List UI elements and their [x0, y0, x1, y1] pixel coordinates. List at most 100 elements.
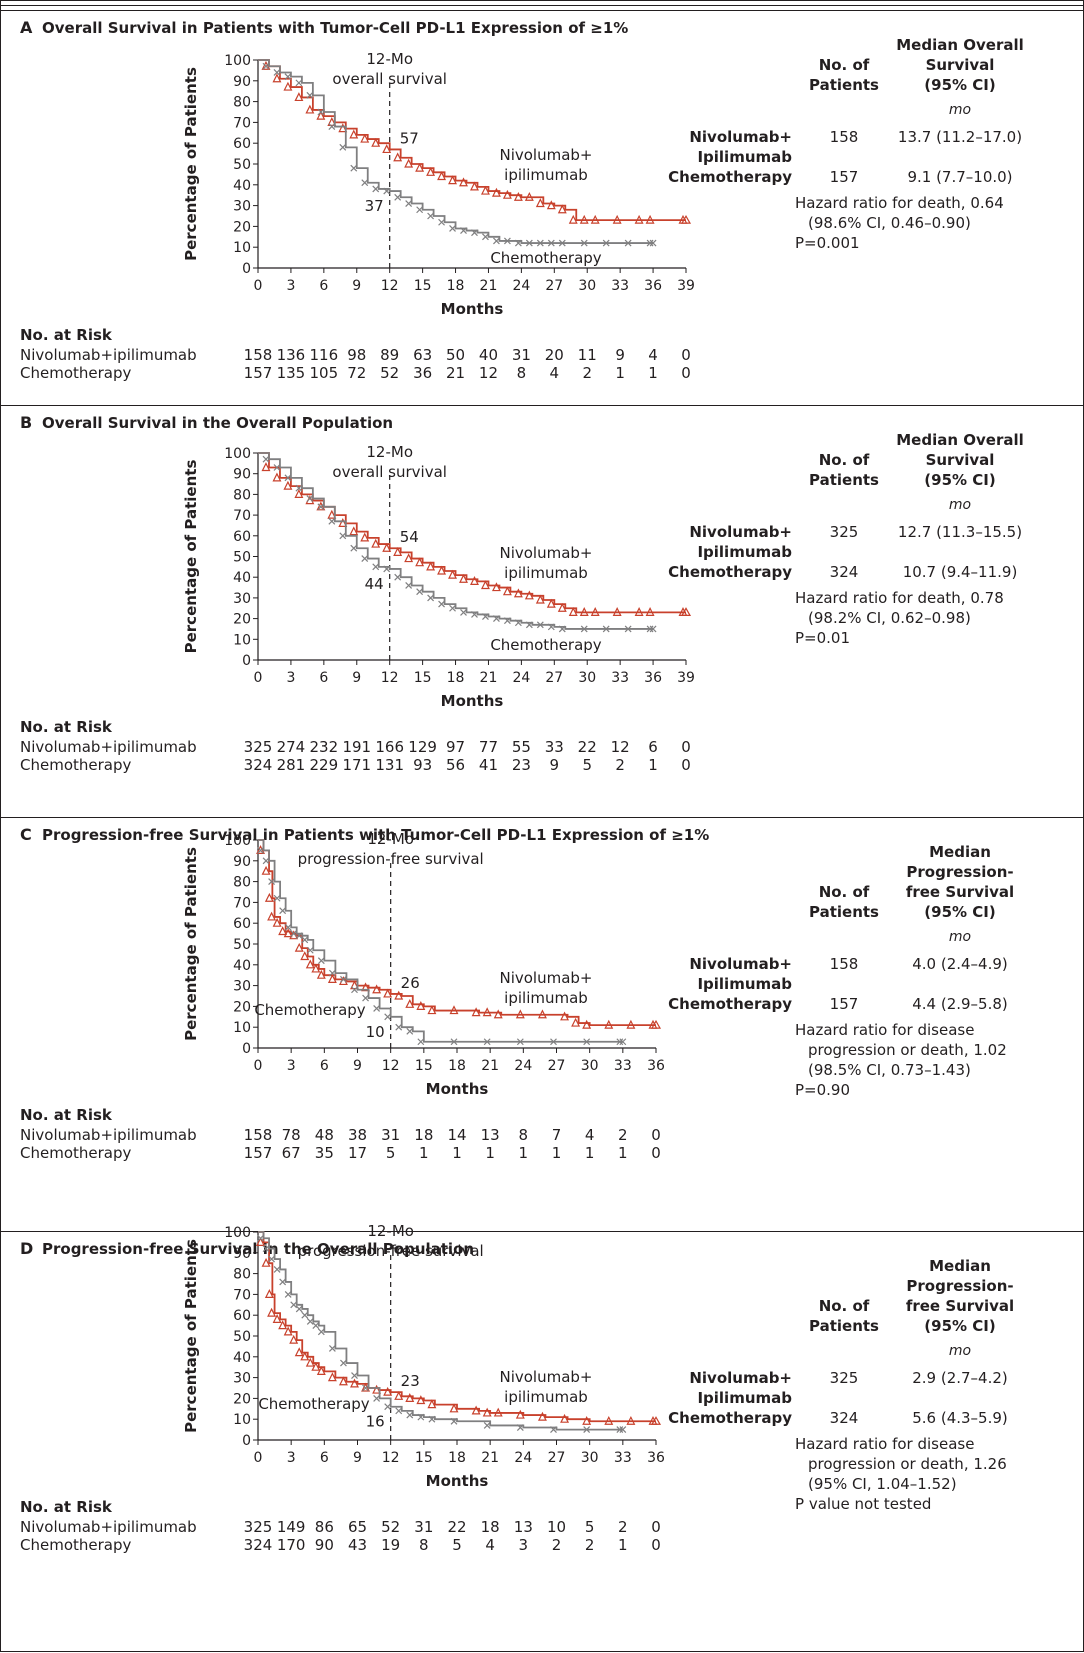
censor-mark-triangle	[568, 214, 578, 224]
chemo-curve	[258, 59, 654, 244]
x-tick-label: 12	[381, 278, 399, 294]
arm-n: 325	[830, 1369, 859, 1387]
censor-mark-x	[417, 1038, 425, 1046]
twelve-month-value-nivolumab: 23	[401, 1372, 420, 1390]
x-tick-label: 24	[512, 670, 530, 686]
censor-mark-x	[279, 907, 287, 915]
censor-mark-triangle	[535, 594, 545, 604]
twelve-month-label: 12-Mo	[366, 443, 413, 461]
censor-mark-triangle	[360, 133, 370, 143]
risk-value-chemo: 93	[413, 756, 432, 774]
censor-mark-triangle	[272, 73, 282, 83]
y-tick-label: 80	[233, 95, 251, 111]
censor-mark-x	[284, 474, 292, 482]
censor-mark-triangle	[382, 542, 392, 552]
censor-mark-triangle	[350, 1378, 359, 1388]
censor-mark-triangle	[383, 1386, 393, 1396]
censor-mark-triangle	[415, 557, 425, 567]
risk-value-chemo: 1	[585, 1144, 595, 1162]
risk-label-nivolumab: Nivolumab+ipilimumab	[20, 346, 197, 364]
censor-mark-triangle	[634, 214, 644, 224]
risk-value-chemo: 170	[277, 1536, 306, 1554]
arm-median: 10.7 (9.4–11.9)	[903, 563, 1018, 581]
risk-value-nivolumab: 31	[414, 1518, 433, 1536]
risk-label-nivolumab: Nivolumab+ipilimumab	[20, 1518, 197, 1536]
x-tick-label: 36	[644, 278, 662, 294]
chemo-curve	[258, 1231, 623, 1431]
patients-header-2: Patients	[809, 903, 879, 921]
risk-value-chemo: 324	[244, 756, 273, 774]
median-header: (95% CI)	[924, 471, 995, 489]
risk-value-chemo: 21	[446, 364, 465, 382]
censor-mark-triangle	[278, 926, 288, 936]
y-tick-label: 10	[233, 1412, 251, 1428]
censor-mark-triangle	[470, 575, 479, 585]
censor-mark-x	[262, 857, 270, 865]
censor-mark-triangle	[316, 110, 326, 120]
x-tick-label: 3	[287, 1450, 296, 1466]
risk-value-nivolumab: 78	[282, 1126, 301, 1144]
arm-n: 158	[830, 955, 859, 973]
risk-value-nivolumab: 7	[552, 1126, 562, 1144]
median-header: (95% CI)	[924, 1317, 995, 1335]
y-tick-label: 10	[233, 1020, 251, 1036]
y-tick-label: 40	[233, 958, 251, 974]
censor-mark-x	[503, 237, 511, 245]
risk-value-nivolumab: 10	[547, 1518, 566, 1536]
risk-value-nivolumab: 2	[618, 1126, 628, 1144]
x-tick-label: 18	[447, 278, 465, 294]
x-tick-label: 6	[319, 670, 328, 686]
censor-mark-x	[373, 1005, 381, 1012]
censor-mark-x	[372, 563, 380, 571]
end-mark	[650, 1416, 662, 1425]
censor-mark-x	[580, 239, 588, 247]
risk-value-chemo: 1	[648, 756, 658, 774]
censor-mark-x	[295, 1305, 303, 1313]
panel-title: Overall Survival in the Overall Populati…	[42, 414, 393, 432]
censor-mark-triangle	[316, 1366, 326, 1375]
risk-value-nivolumab: 98	[347, 346, 366, 364]
risk-value-chemo: 9	[550, 756, 560, 774]
twelve-month-value-nivolumab: 54	[400, 528, 419, 546]
y-tick-label: 100	[224, 446, 251, 462]
y-axis-title: Percentage of Patients	[182, 460, 200, 654]
panel-d: D Progression-free Survival in the Overal…	[20, 1222, 1014, 1554]
y-tick-label: 100	[224, 53, 251, 69]
twelve-month-value-nivolumab: 57	[400, 129, 419, 147]
arm-name: Nivolumab+	[689, 523, 792, 541]
censor-mark-x	[624, 239, 632, 247]
x-axis-title: Months	[441, 300, 504, 318]
twelve-month-label-2: progression-free survival	[298, 850, 484, 868]
x-axis-title: Months	[426, 1080, 489, 1098]
censor-mark-triangle	[480, 185, 490, 195]
censor-mark-x	[362, 1384, 369, 1392]
x-tick-label: 12	[381, 670, 399, 686]
x-axis-title: Months	[426, 1472, 489, 1490]
censor-mark-triangle	[427, 1399, 437, 1409]
curve-label-nivolumab: Nivolumab+	[499, 969, 592, 987]
censor-mark-triangle	[383, 988, 393, 998]
risk-value-nivolumab: 5	[585, 1518, 595, 1536]
censor-mark-triangle	[546, 200, 556, 210]
x-tick-label: 30	[578, 670, 596, 686]
x-tick-label: 27	[548, 1450, 566, 1466]
risk-value-nivolumab: 31	[381, 1126, 400, 1144]
patients-header-2: Patients	[809, 76, 879, 94]
x-tick-label: 24	[512, 278, 530, 294]
stats-line: Hazard ratio for death, 0.78	[795, 589, 1004, 607]
censor-mark-x	[405, 582, 413, 589]
censor-mark-triangle	[612, 607, 622, 616]
panel-c-box	[0, 817, 1083, 1231]
risk-label-chemo: Chemotherapy	[20, 756, 131, 774]
censor-mark-triangle	[426, 561, 436, 571]
censor-mark-x	[317, 1328, 325, 1336]
censor-mark-triangle	[294, 942, 304, 952]
risk-value-nivolumab: 4	[648, 346, 658, 364]
x-tick-label: 33	[611, 278, 629, 294]
risk-value-chemo: 56	[446, 756, 465, 774]
x-axis-title: Months	[441, 692, 504, 710]
y-tick-label: 70	[233, 895, 251, 911]
patients-header: No. of	[819, 451, 870, 469]
risk-value-nivolumab: 55	[512, 738, 531, 756]
stats-line: (98.5% CI, 0.73–1.43)	[808, 1061, 971, 1079]
